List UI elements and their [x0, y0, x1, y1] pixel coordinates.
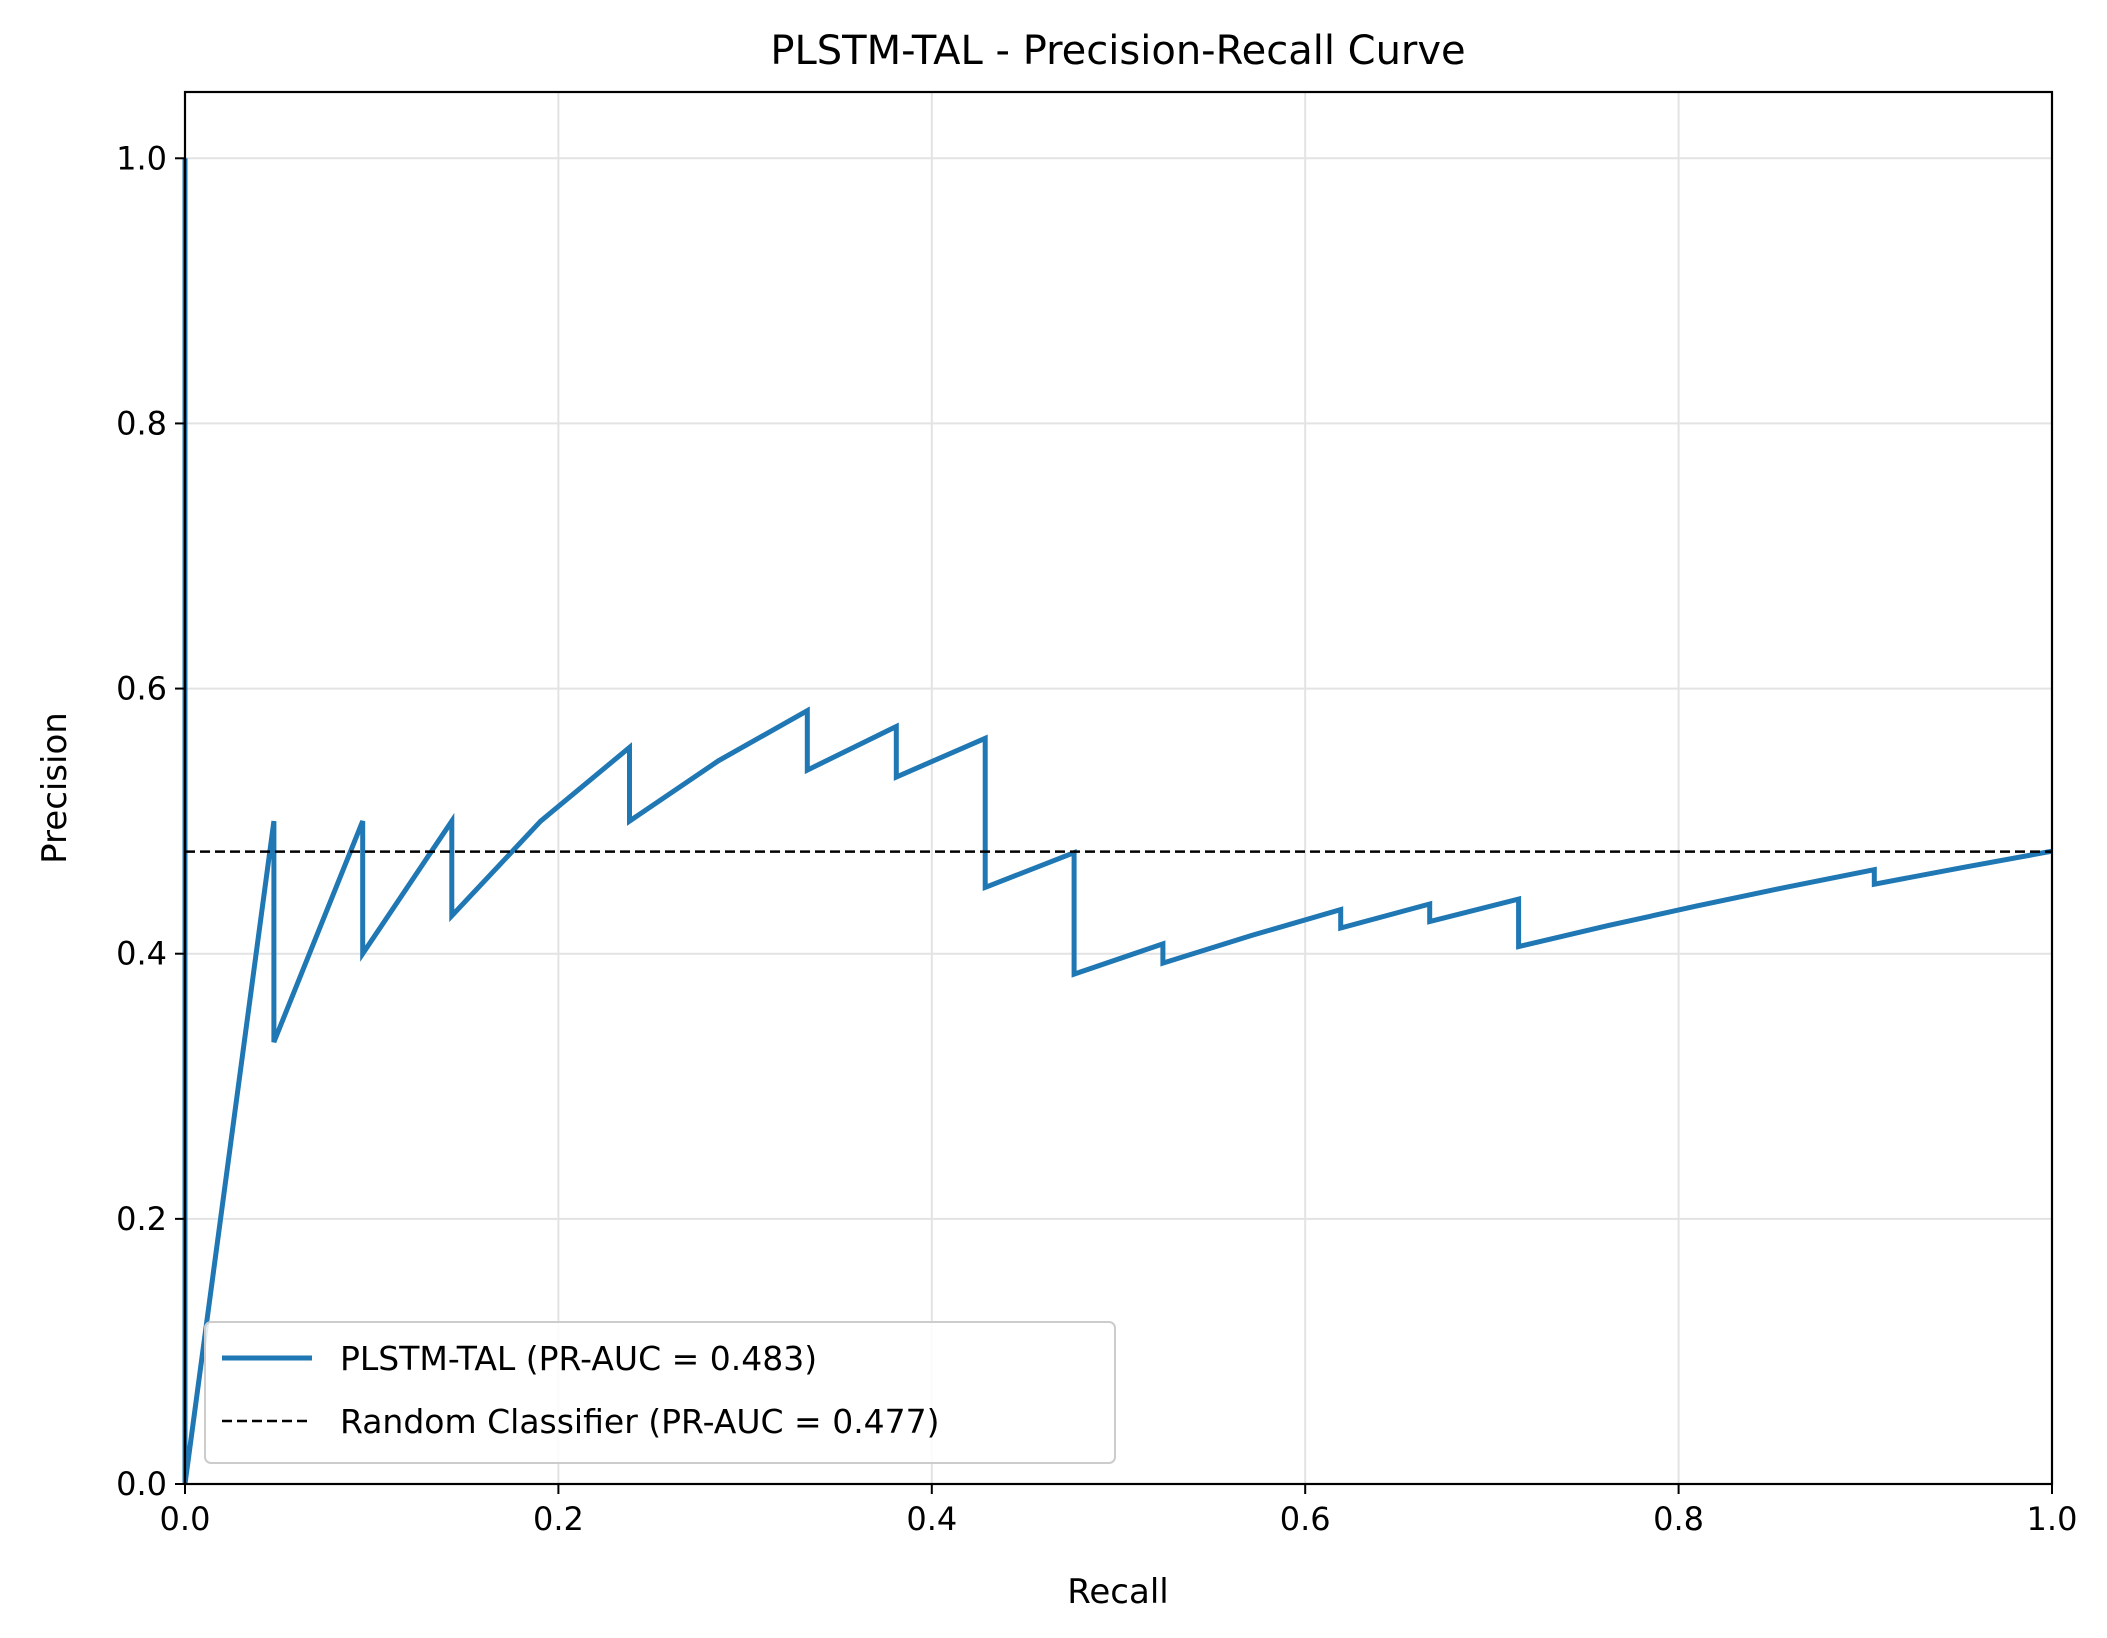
plot-frame — [183, 90, 2054, 1486]
legend-label-random-classifier: Random Classifier (PR-AUC = 0.477) — [340, 1402, 940, 1441]
y-tick-label: 0.4 — [116, 935, 167, 973]
y-tick-label: 0.8 — [116, 404, 167, 442]
legend-label-plstm-tal: PLSTM-TAL (PR-AUC = 0.483) — [340, 1339, 817, 1378]
legend: PLSTM-TAL (PR-AUC = 0.483) Random Classi… — [204, 1321, 1116, 1464]
y-tick-label: 0.0 — [116, 1465, 167, 1503]
series-layer — [182, 158, 2053, 1485]
y-tick-label: 0.2 — [116, 1200, 167, 1238]
chart-title: PLSTM-TAL - Precision-Recall Curve — [770, 28, 1465, 74]
x-axis-label: Recall — [1067, 1572, 1168, 1612]
x-tick-label: 1.0 — [2027, 1500, 2078, 1538]
y-tick-label: 1.0 — [116, 139, 167, 177]
ticks: 0.0 0.2 0.4 0.6 0.8 1.0 0.0 0.2 0.4 0.6 0.8 1.0 — [116, 139, 2077, 1538]
x-tick-label: 0.0 — [160, 1500, 211, 1538]
y-tick-label: 0.6 — [116, 670, 167, 708]
x-tick-label: 0.8 — [1653, 1500, 1704, 1538]
x-tick-label: 0.2 — [533, 1500, 584, 1538]
x-tick-label: 0.4 — [906, 1500, 957, 1538]
legend-box — [204, 1321, 1116, 1464]
x-tick-label: 0.6 — [1280, 1500, 1331, 1538]
series-line-plstm-tal — [182, 158, 2053, 1485]
grid — [184, 92, 2053, 1485]
y-axis-label: Precision — [35, 712, 75, 864]
